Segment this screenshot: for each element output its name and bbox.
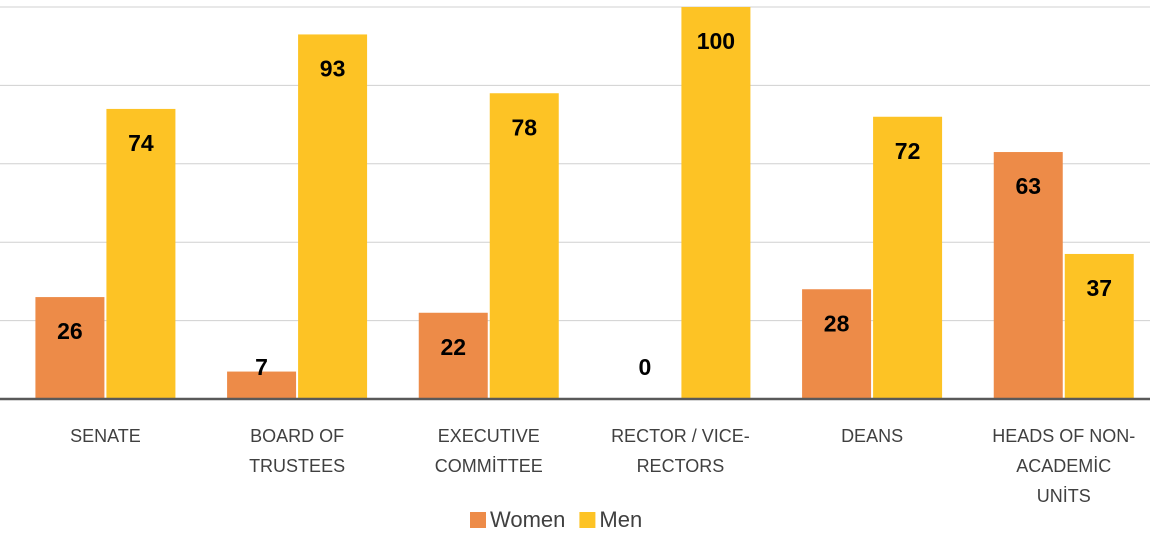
data-label: 63 <box>1015 173 1041 199</box>
data-label: 72 <box>895 138 921 164</box>
bar <box>489 93 559 400</box>
data-label: 93 <box>320 56 346 82</box>
data-label: 100 <box>697 28 735 54</box>
data-label: 0 <box>639 354 652 380</box>
x-tick-label: DEANS <box>841 426 903 446</box>
x-tick-label: EXECUTIVE COMMİTTEE <box>435 426 543 476</box>
x-tick-label: SENATE <box>70 426 141 446</box>
legend-label: Men <box>599 507 642 532</box>
x-tick-label: HEADS OF NON-ACADEMİC UNİTS <box>992 426 1135 506</box>
bar <box>681 7 751 399</box>
bar <box>418 312 488 399</box>
data-label: 28 <box>824 310 850 336</box>
bar <box>802 289 872 399</box>
data-label: 78 <box>511 114 537 140</box>
bar <box>227 371 297 399</box>
legend-swatch <box>470 512 486 528</box>
bar <box>993 152 1063 399</box>
data-label: 74 <box>128 130 154 156</box>
legend-swatch <box>579 512 596 528</box>
legend-label: Women <box>490 507 565 532</box>
bar <box>35 297 105 399</box>
bar <box>106 108 176 400</box>
data-label: 37 <box>1086 275 1112 301</box>
data-label: 7 <box>255 354 268 380</box>
bar <box>873 116 943 399</box>
data-label: 26 <box>57 318 83 344</box>
bar <box>1064 253 1134 399</box>
data-label: 22 <box>440 334 466 360</box>
x-tick-label: BOARD OF TRUSTEES <box>249 426 345 476</box>
bar <box>298 34 368 399</box>
x-tick-label: RECTOR / VICE-RECTORS <box>611 426 750 476</box>
